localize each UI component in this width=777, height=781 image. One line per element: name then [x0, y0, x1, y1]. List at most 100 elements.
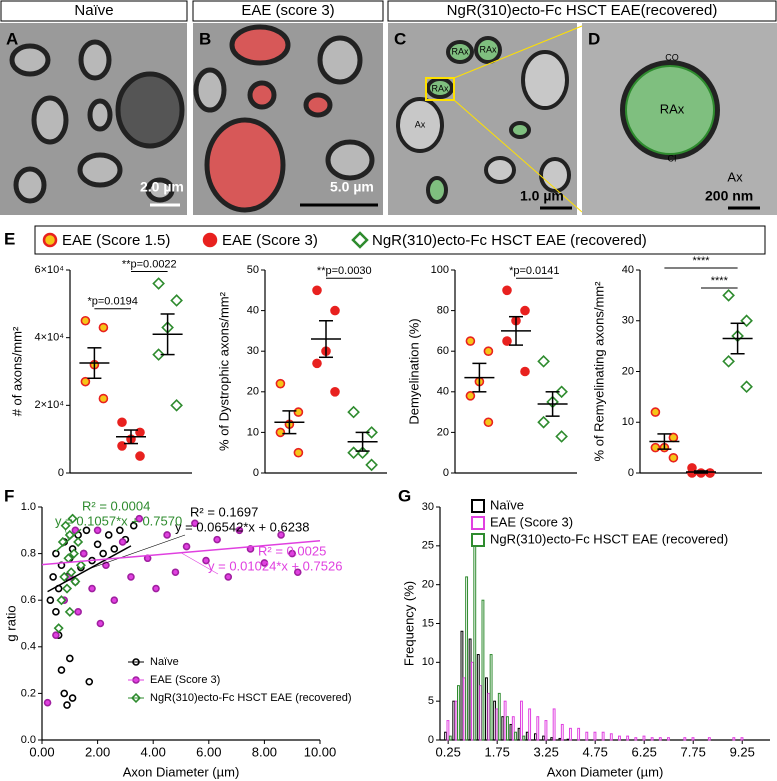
bar	[514, 731, 518, 741]
y-axis-label: Demyelination (%)	[406, 318, 421, 424]
data-point	[67, 513, 78, 524]
scale-bar-label: 2.0 µm	[140, 179, 184, 195]
data-point	[668, 452, 679, 463]
data-point	[102, 561, 110, 570]
y-tick-label: 40	[247, 305, 259, 317]
legend-symbol	[202, 232, 218, 248]
data-point	[191, 519, 199, 528]
data-point	[182, 542, 191, 551]
annot-leader	[180, 552, 219, 575]
legend-label: EAE (Score 3)	[150, 674, 220, 686]
micrograph	[193, 23, 383, 215]
bar	[460, 630, 464, 741]
data-point	[127, 573, 135, 581]
bar	[501, 716, 505, 741]
data-point	[224, 573, 233, 581]
y-tick-label: 20	[247, 386, 259, 398]
axon-label: RAx	[431, 83, 449, 93]
data-point	[93, 540, 102, 549]
y-tick-label: 20	[422, 579, 434, 591]
data-point	[66, 654, 74, 663]
legend-label: NgR(310)ecto-Fc HSCT EAE (recovered)	[150, 692, 352, 704]
data-point	[213, 535, 221, 544]
panel-header: NgR(310)ecto-Fc HSCT EAE(recovered)	[447, 2, 718, 19]
y-tick-label: 0.6	[21, 594, 36, 606]
data-point	[502, 336, 512, 346]
bar	[506, 716, 509, 741]
micrograph	[582, 23, 777, 215]
bar	[522, 735, 526, 741]
y-tick-label: 60	[437, 345, 449, 357]
data-point	[483, 346, 494, 357]
significance-label: *p=0.0141	[509, 265, 559, 277]
bar	[601, 731, 605, 741]
y-tick-label: 15	[422, 617, 434, 629]
y-axis-label: % of Remyelinating axons/mm²	[591, 281, 606, 462]
y-tick-label: 1.0	[21, 501, 36, 513]
data-point	[88, 584, 96, 593]
panel-header: Naïve	[74, 2, 113, 19]
data-point	[293, 568, 302, 577]
data-point	[70, 576, 81, 587]
bar	[560, 723, 564, 741]
data-point	[98, 322, 109, 333]
x-tick-label: 4.00	[141, 744, 166, 759]
data-point	[74, 608, 82, 616]
data-point	[63, 701, 71, 709]
data-point	[170, 399, 183, 412]
data-point	[520, 305, 530, 316]
y-axis-label: Frequency (%)	[401, 581, 416, 666]
data-point	[483, 417, 494, 428]
data-point	[740, 380, 753, 394]
bar	[481, 599, 485, 741]
data-point	[722, 289, 735, 302]
panel-letter: C	[394, 29, 406, 48]
bar	[732, 737, 736, 741]
fit-annotation: y = 0.1057*x + 0.7570	[55, 513, 182, 528]
data-point	[668, 432, 679, 443]
bar	[448, 735, 452, 741]
data-point	[235, 526, 244, 535]
bar	[740, 737, 744, 741]
bar	[525, 731, 529, 741]
y-tick-label: 4×10⁴	[34, 332, 64, 344]
x-tick-label: 6.25	[632, 744, 657, 759]
bar	[471, 661, 474, 741]
y-tick-label: 0	[428, 734, 434, 746]
bar	[585, 731, 589, 741]
data-point	[740, 314, 753, 328]
data-point	[66, 567, 77, 578]
bar	[534, 733, 537, 741]
data-point	[330, 305, 340, 316]
y-tick-label: 10	[622, 416, 634, 428]
bar	[707, 737, 711, 741]
bar	[552, 708, 556, 741]
data-point	[347, 405, 360, 419]
axon-label: Ax	[415, 119, 426, 129]
x-tick-label: 7.75	[681, 744, 706, 759]
scale-bar-label: 1.0 µm	[520, 188, 564, 204]
bar	[485, 677, 488, 741]
y-tick-label: 0.0	[21, 734, 36, 746]
bar	[444, 731, 448, 741]
legend-label: NgR(310)ecto-Fc HSCT EAE (recovered)	[372, 232, 647, 249]
legend-symbol	[471, 499, 485, 513]
y-tick-label: 0	[628, 467, 634, 479]
bar	[465, 576, 469, 741]
panel-letter: D	[588, 29, 600, 48]
structure-label: CO	[665, 52, 679, 62]
y-tick-label: 30	[422, 501, 434, 513]
fit-annotation: R² = 0.1697	[190, 504, 258, 519]
y-tick-label: 2×10⁴	[34, 399, 64, 411]
data-point	[80, 376, 91, 387]
bar	[528, 708, 532, 741]
data-point	[68, 548, 80, 559]
x-tick-label: 0.00	[29, 744, 54, 759]
bar	[517, 727, 521, 741]
panel-letter: G	[398, 486, 411, 505]
data-point	[60, 520, 71, 531]
data-point	[722, 355, 735, 368]
data-point	[275, 378, 286, 389]
y-axis-label: g ratio	[3, 605, 18, 641]
bar	[520, 700, 523, 741]
